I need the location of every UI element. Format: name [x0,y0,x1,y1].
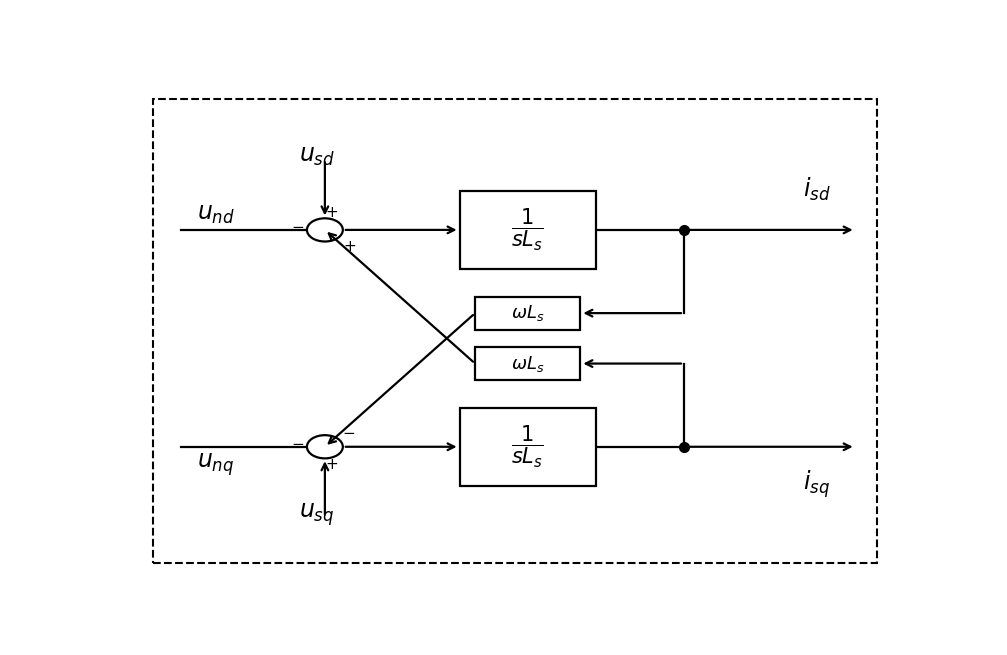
Text: $-$: $-$ [291,435,304,450]
Text: $-$: $-$ [291,218,304,233]
Circle shape [307,218,342,242]
FancyBboxPatch shape [153,99,877,563]
Text: $u_{nq}$: $u_{nq}$ [197,451,235,477]
Bar [459,191,596,269]
Text: $\omega L_s$: $\omega L_s$ [512,303,545,323]
Text: $u_{nd}$: $u_{nd}$ [196,203,235,226]
Bar [459,407,596,486]
Text: $u_{sq}$: $u_{sq}$ [299,502,334,528]
Text: $+$: $+$ [342,239,355,254]
Text: $\dfrac{1}{sL_s}$: $\dfrac{1}{sL_s}$ [512,207,544,253]
Circle shape [307,435,342,458]
Bar [475,347,580,380]
Text: $\omega L_s$: $\omega L_s$ [512,354,545,373]
Text: $i_{sd}$: $i_{sd}$ [803,176,831,203]
Text: $u_{sd}$: $u_{sd}$ [299,145,335,168]
Text: $i_{sq}$: $i_{sq}$ [803,469,830,500]
Text: $-$: $-$ [342,424,355,439]
Text: $+$: $+$ [324,457,337,472]
Text: $+$: $+$ [324,205,337,220]
Bar [475,297,580,329]
Text: $\dfrac{1}{sL_s}$: $\dfrac{1}{sL_s}$ [512,424,544,470]
